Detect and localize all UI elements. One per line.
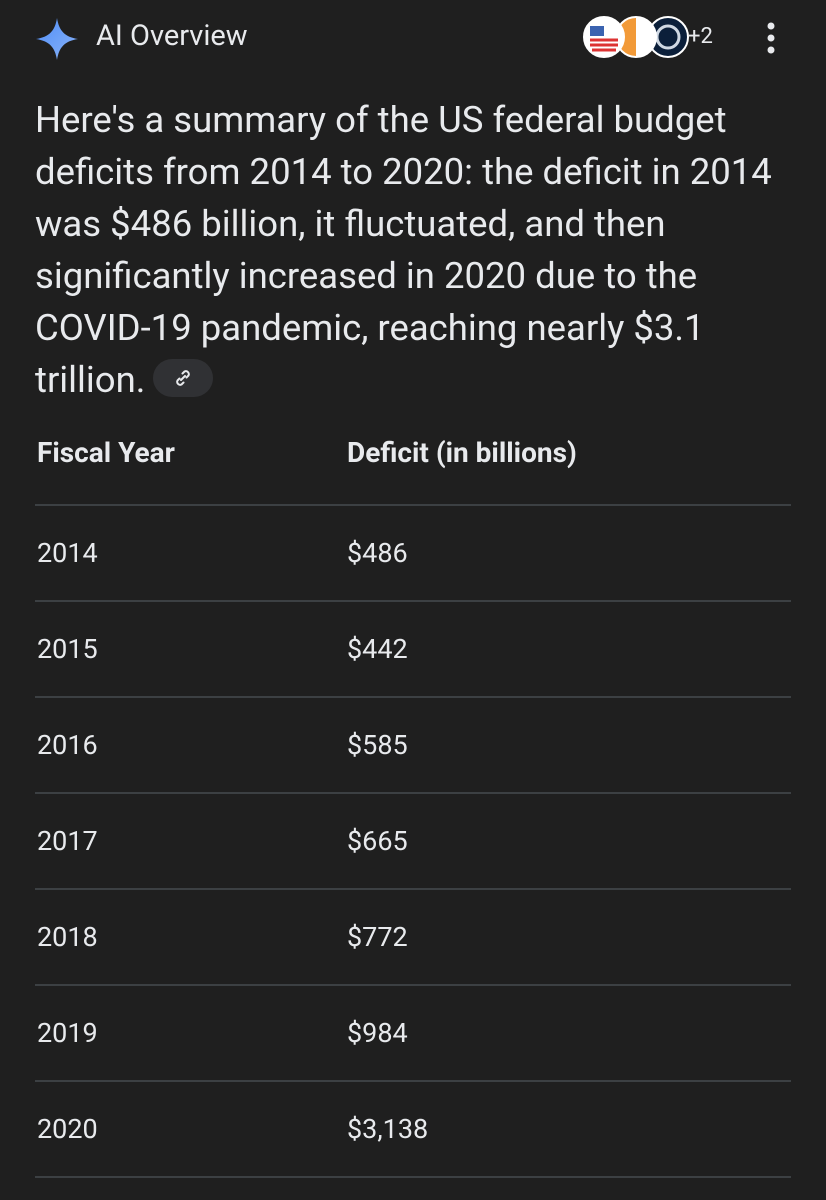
gemini-icon xyxy=(36,18,78,60)
deficit-cell: $3,138 xyxy=(345,1081,791,1178)
year-cell: 2014 xyxy=(35,505,345,602)
deficit-cell: $772 xyxy=(345,889,791,986)
summary-text: Here's a summary of the US federal budge… xyxy=(35,98,772,401)
year-cell: 2017 xyxy=(35,793,345,890)
link-chip[interactable] xyxy=(153,359,214,398)
deficit-cell: $486 xyxy=(345,505,791,602)
table-row: 2015 $442 xyxy=(35,601,791,698)
deficit-cell: $442 xyxy=(345,601,791,698)
table-row: 2020 $3,138 xyxy=(35,1081,791,1178)
table-body: 2014 $486 2015 $442 2016 $585 2017 $665 2018 $772… xyxy=(35,505,791,1178)
summary: Here's a summary of the US federal budge… xyxy=(35,94,795,406)
source-count[interactable]: +2 xyxy=(688,24,713,49)
table-row: 2018 $772 xyxy=(35,889,791,986)
year-cell: 2015 xyxy=(35,601,345,698)
deficit-cell: $585 xyxy=(345,697,791,794)
year-cell: 2020 xyxy=(35,1081,345,1178)
deficit-table: Fiscal Year Deficit (in billions) 2014 $48… xyxy=(35,410,791,1178)
year-cell: 2019 xyxy=(35,985,345,1082)
table-header: Fiscal Year Deficit (in billions) xyxy=(35,410,791,506)
more-menu[interactable] xyxy=(756,18,786,58)
table-row: 2019 $984 xyxy=(35,985,791,1082)
column-header: Fiscal Year xyxy=(35,410,345,506)
table-row: 2016 $585 xyxy=(35,697,791,794)
header: AI Overview +2 xyxy=(0,0,826,80)
table-row: 2014 $486 xyxy=(35,505,791,602)
year-cell: 2016 xyxy=(35,697,345,794)
table-row: 2017 $665 xyxy=(35,793,791,890)
link-icon xyxy=(176,370,191,387)
title: AI Overview xyxy=(96,19,248,53)
year-cell: 2018 xyxy=(35,889,345,986)
deficit-cell: $984 xyxy=(345,985,791,1082)
column-header: Deficit (in billions) xyxy=(345,410,791,506)
deficit-cell: $665 xyxy=(345,793,791,890)
source-icons[interactable] xyxy=(582,14,692,60)
